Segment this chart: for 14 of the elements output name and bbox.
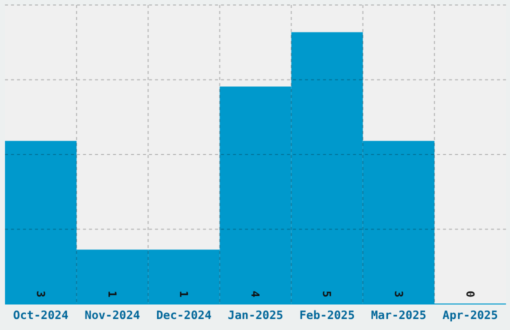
x-tick-label: Feb-2025 [299, 308, 355, 322]
data-label: 3 [34, 290, 47, 298]
x-tick-label: Oct-2024 [13, 308, 69, 322]
data-label: 1 [106, 290, 119, 298]
x-tick-label: Jan-2025 [228, 308, 284, 322]
data-label: 4 [248, 290, 262, 298]
x-tick-label: Apr-2025 [442, 308, 498, 322]
data-label: 3 [392, 290, 405, 298]
data-label: 5 [320, 290, 334, 298]
x-tick-label: Dec-2024 [156, 308, 212, 322]
x-tick-label: Nov-2024 [84, 308, 140, 322]
x-tick-label: Mar-2025 [370, 308, 426, 322]
data-label: 0 [463, 290, 476, 298]
data-label: 1 [177, 290, 190, 298]
